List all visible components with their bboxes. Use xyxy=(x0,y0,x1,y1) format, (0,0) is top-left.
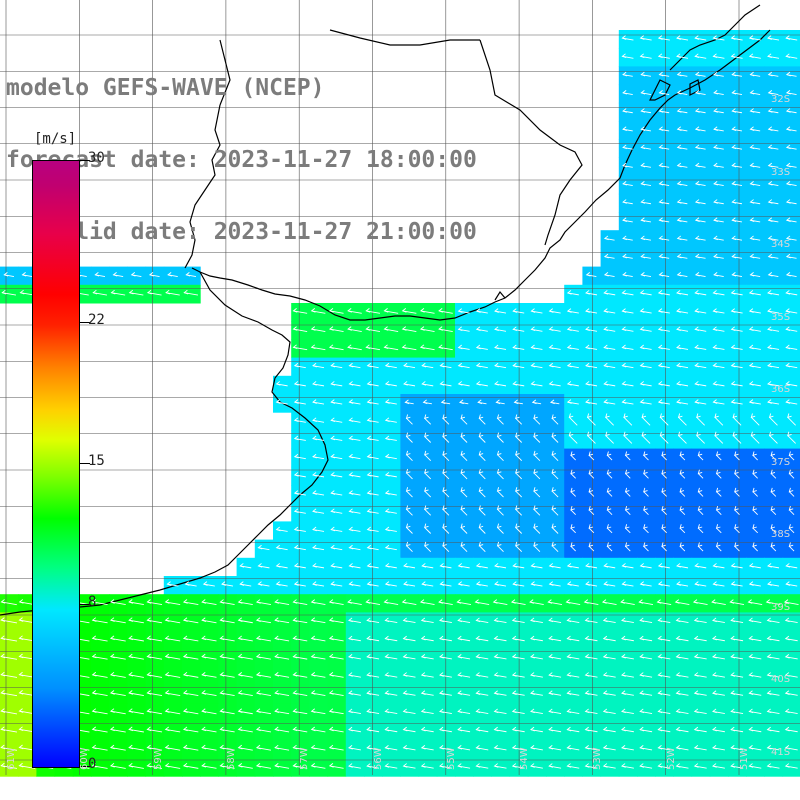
latitude-label: 33S xyxy=(771,166,791,178)
longitude-label: 56W xyxy=(372,747,384,770)
colorbar-tick-label: 15 xyxy=(88,453,105,469)
longitude-label: 58W xyxy=(225,747,237,770)
latitude-label: 34S xyxy=(771,239,791,250)
colorbar-tick xyxy=(80,321,90,323)
colorbar-tick xyxy=(80,604,90,606)
colorbar-tick xyxy=(80,766,90,767)
colorbar-unit: [m/s] xyxy=(34,131,77,147)
latitude-label: 37S xyxy=(771,456,791,468)
latitude-label: 32S xyxy=(771,94,791,105)
graticule xyxy=(0,0,800,775)
latitude-label: 38S xyxy=(771,529,791,540)
colorbar-tick-label: 0 xyxy=(88,756,97,772)
longitude-label: 52W xyxy=(665,747,677,770)
longitude-label: 61W xyxy=(6,747,17,770)
title-forecast-date: forecast date: 2023-11-27 18:00:00 xyxy=(6,147,477,173)
colorbar-tick xyxy=(80,160,90,161)
longitude-label: 53W xyxy=(592,747,604,770)
longitude-label: 57W xyxy=(299,747,311,770)
longitude-label: 54W xyxy=(519,747,531,770)
longitude-label: 55W xyxy=(445,747,457,770)
latitude-label: 39S xyxy=(771,601,791,613)
longitude-label: 59W xyxy=(152,747,164,770)
latitude-label: 35S xyxy=(771,311,791,323)
colorbar xyxy=(32,160,80,768)
map-title: modelo GEFS-WAVE (NCEP) forecast date: 2… xyxy=(6,28,477,268)
colorbar-tick xyxy=(80,463,90,464)
colorbar-tick-label: 30 xyxy=(88,150,105,166)
latitude-label: 36S xyxy=(771,384,791,395)
latitude-label: 41S xyxy=(771,746,791,758)
latitude-label: 40S xyxy=(771,674,791,685)
colorbar-tick-label: 8 xyxy=(88,594,97,611)
title-model: modelo GEFS-WAVE (NCEP) xyxy=(6,75,325,101)
longitude-label: 51W xyxy=(739,747,750,770)
wind-vectors xyxy=(0,35,799,769)
coastline xyxy=(0,4,771,616)
longitude-label: 60W xyxy=(79,747,91,770)
colorbar-tick-label: 22 xyxy=(88,311,105,328)
